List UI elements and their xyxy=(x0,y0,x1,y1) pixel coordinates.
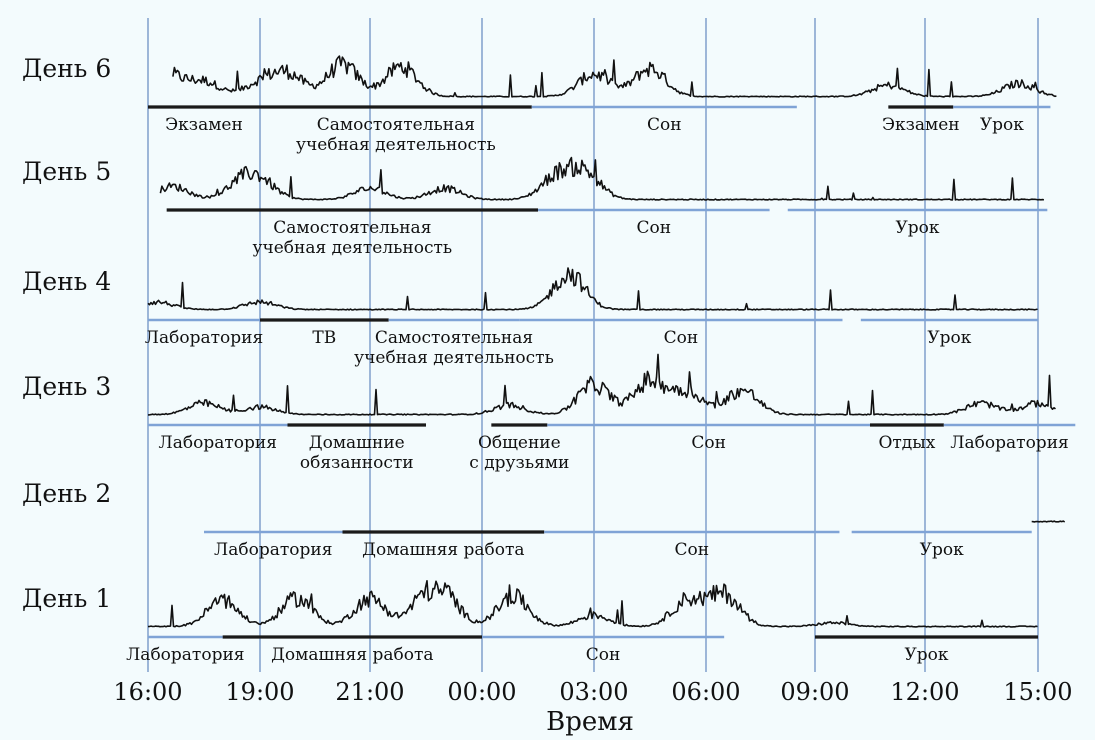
activity-label: Сон xyxy=(664,328,699,348)
day-label: День 3 xyxy=(22,372,111,401)
activity-label: Сон xyxy=(637,218,672,238)
activity-label: Лаборатория xyxy=(214,540,332,560)
activity-label: Самостоятельная учебная деятельность xyxy=(253,218,453,258)
day-label: День 4 xyxy=(22,267,111,296)
x-tick-labels: 16:00 19:00 21:00 00:00 03:00 06:00 09:00 12:00… xyxy=(113,678,1072,706)
activity-trace xyxy=(159,156,1045,201)
activity-label: Урок xyxy=(904,645,948,665)
activity-label: Лаборатория xyxy=(126,645,244,665)
day-label: День 1 xyxy=(22,584,111,613)
activity-label: Отдых xyxy=(878,433,935,453)
activity-label: Урок xyxy=(920,540,964,560)
activity-trace xyxy=(147,580,1038,628)
activity-label: Сон xyxy=(691,433,726,453)
x-tick-label: 00:00 xyxy=(447,678,516,706)
activity-label: Самостоятельная учебная деятельность xyxy=(354,328,554,368)
activity-label: Сон xyxy=(675,540,710,560)
day-row: День 2 Лаборатория Домашняя работа Сон Урок xyxy=(22,479,1066,560)
activity-label: Урок xyxy=(927,328,971,348)
activity-label: Общение с друзьями xyxy=(469,433,569,473)
day-label: День 2 xyxy=(22,479,111,508)
x-tick-label: 15:00 xyxy=(1003,678,1072,706)
day-row: День 3 Лаборатория Домашние обязанности Обще… xyxy=(22,353,1076,473)
activity-label: Экзамен xyxy=(882,115,960,135)
day-rows: День 6 Экзамен Самостоятельная учебная деят… xyxy=(22,54,1076,665)
x-tick-label: 16:00 xyxy=(113,678,182,706)
x-tick-label: 19:00 xyxy=(225,678,294,706)
activity-label: Лаборатория xyxy=(950,433,1068,453)
day-row: День 1 Лаборатория Домашняя работа Сон Урок xyxy=(22,580,1038,665)
activity-label: Домашняя работа xyxy=(271,645,433,665)
activity-label: Экзамен xyxy=(165,115,243,135)
day-label: День 5 xyxy=(22,157,111,186)
activity-label: Домашняя работа xyxy=(362,540,524,560)
day-row: День 4 Лаборатория ТВ Самостоятельная учебна… xyxy=(22,267,1038,368)
day-label: День 6 xyxy=(22,54,111,83)
x-axis-title: Время xyxy=(546,707,634,737)
gridlines xyxy=(147,18,1039,672)
activity-trace xyxy=(147,267,1038,311)
x-tick-label: 21:00 xyxy=(335,678,404,706)
x-tick-label: 03:00 xyxy=(559,678,628,706)
activity-label: Лаборатория xyxy=(145,328,263,348)
activity-label: Сон xyxy=(647,115,682,135)
activity-label: Урок xyxy=(980,115,1024,135)
x-tick-label: 09:00 xyxy=(780,678,849,706)
activity-label: Сон xyxy=(586,645,621,665)
activity-trace xyxy=(147,353,1056,416)
day-row: День 5 Самостоятельная учебная деятельност… xyxy=(22,156,1048,258)
day-row: День 6 Экзамен Самостоятельная учебная деят… xyxy=(22,54,1057,155)
activity-label: Лаборатория xyxy=(159,433,277,453)
x-tick-label: 12:00 xyxy=(890,678,959,706)
x-tick-label: 06:00 xyxy=(671,678,740,706)
activity-label: Домашние обязанности xyxy=(300,433,414,473)
activity-trace xyxy=(172,55,1057,98)
activity-label: Урок xyxy=(896,218,940,238)
activity-label: ТВ xyxy=(312,328,336,348)
activity-trace xyxy=(1031,520,1066,523)
activity-label: Самостоятельная учебная деятельность xyxy=(296,115,496,155)
